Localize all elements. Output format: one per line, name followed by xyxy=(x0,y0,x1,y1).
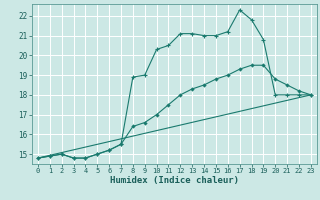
X-axis label: Humidex (Indice chaleur): Humidex (Indice chaleur) xyxy=(110,176,239,185)
